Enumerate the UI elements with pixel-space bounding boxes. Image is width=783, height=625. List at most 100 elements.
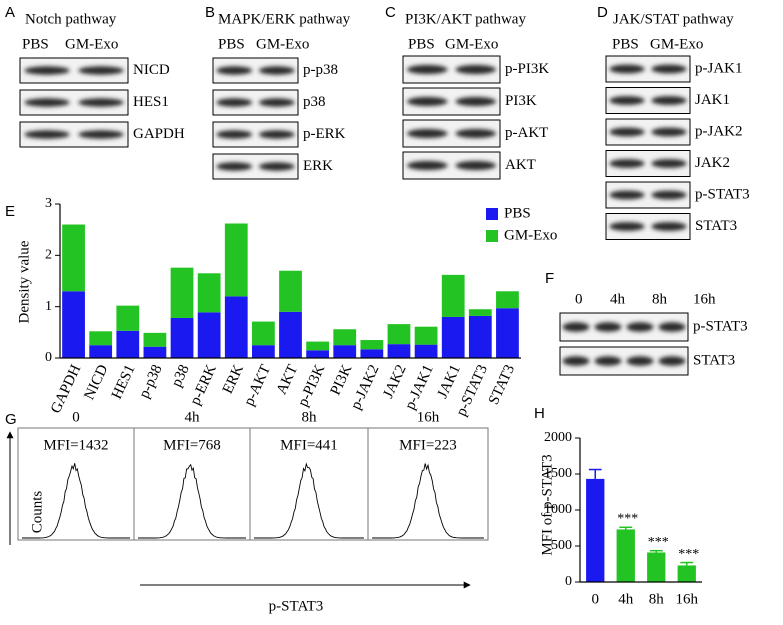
panel-letter: B (205, 4, 215, 21)
blot-row-label: p-STAT3 (695, 186, 750, 202)
bar-segment (143, 332, 167, 347)
blot-band (216, 66, 253, 75)
bar-segment (496, 308, 519, 358)
blot-band (658, 322, 686, 332)
bar-segment (62, 291, 85, 358)
blot-band (406, 64, 448, 75)
significance: *** (617, 511, 638, 526)
x-tick-label: HES1 (109, 362, 139, 401)
bar (616, 529, 635, 582)
blot-row-label: ERK (303, 158, 333, 174)
bar-segment (197, 312, 221, 358)
blot-row-label: JAK1 (695, 92, 730, 108)
y-axis-label: MFI of p-STAT3 (539, 454, 555, 555)
bar-segment (62, 224, 85, 292)
blot-column-label: 16h (693, 291, 716, 307)
bar-segment (170, 317, 194, 358)
blot-row-label: p-JAK1 (695, 60, 743, 76)
blot-row-label: JAK2 (695, 155, 730, 171)
blot-band (24, 130, 70, 139)
legend-swatch (486, 230, 498, 242)
blot-band (562, 322, 590, 332)
blot-band (651, 96, 687, 105)
histogram (138, 463, 246, 539)
bar-segment (251, 321, 275, 346)
bar-segment (414, 344, 438, 358)
blot-band (594, 356, 622, 366)
blot-band (562, 356, 590, 366)
blot-row-label: p-AKT (505, 125, 548, 141)
bar-segment (279, 270, 302, 312)
blot-band (594, 322, 622, 332)
blot-band (651, 64, 687, 74)
y-tick-label: 2000 (544, 430, 572, 445)
blot-row-label: STAT3 (695, 218, 737, 234)
blot-band (406, 160, 448, 171)
flow-column-label: 0 (72, 409, 80, 425)
bar-segment (468, 309, 492, 316)
bar-segment (360, 349, 384, 358)
blot-column-label: PBS (218, 36, 245, 52)
blot-column-label: 0 (575, 291, 583, 307)
blot-band (626, 356, 654, 366)
blot-band (258, 66, 295, 75)
blot-column-label: PBS (22, 36, 49, 52)
x-tick-label: NICD (81, 362, 111, 402)
y-tick-label: 500 (551, 538, 572, 553)
x-tick-label: AKT (274, 362, 302, 397)
y-tick-label: 1 (45, 299, 52, 314)
blot-band (24, 66, 70, 75)
blot-band (455, 64, 497, 75)
bar-segment (414, 326, 438, 345)
blot-band (455, 128, 497, 139)
blot-band (609, 159, 645, 168)
blot-row-label: GAPDH (133, 126, 185, 142)
blot-band (651, 127, 687, 137)
panel-letter: A (5, 4, 15, 21)
bar-segment (89, 345, 113, 358)
blot-row-label: p38 (303, 94, 326, 110)
blot-band (78, 98, 124, 107)
bar (647, 552, 666, 582)
x-tick-label: p38 (169, 362, 193, 389)
bar-segment (306, 350, 330, 358)
legend-swatch (486, 208, 498, 220)
bar-segment (496, 291, 519, 309)
panel-letter: E (5, 203, 15, 220)
mfi-label: MFI=441 (280, 437, 338, 453)
blot-column-label: GM-Exo (650, 36, 703, 52)
blot-band (216, 98, 253, 107)
mfi-label: MFI=768 (163, 437, 221, 453)
blot-row-label: p-JAK2 (695, 123, 743, 139)
blot-band (651, 159, 687, 168)
y-axis-label: Density value (16, 240, 32, 323)
blot-band (406, 96, 448, 107)
flow-column-label: 16h (417, 409, 440, 425)
bar (586, 478, 605, 582)
blot-band (609, 64, 645, 74)
histogram (254, 462, 364, 539)
blot-row-label: STAT3 (693, 352, 735, 368)
blot-band (609, 222, 645, 231)
blot-column-label: 8h (652, 291, 668, 307)
blot-column-label: 4h (610, 291, 626, 307)
blot-title: MAPK/ERK pathway (218, 11, 351, 27)
bar-segment (197, 273, 221, 313)
panel-letter: H (534, 405, 545, 422)
blot-column-label: PBS (408, 36, 435, 52)
blot-band (258, 98, 295, 107)
blot-row-label: p-ERK (303, 126, 346, 142)
blot-band (609, 190, 645, 200)
blot-band (626, 322, 654, 332)
bar-segment (441, 274, 465, 317)
blot-band (24, 98, 70, 107)
bar-segment (441, 316, 465, 358)
y-tick-label: 0 (45, 350, 52, 365)
bar-segment (143, 346, 167, 358)
blot-band (78, 66, 124, 75)
blot-band (658, 356, 686, 366)
flow-column-label: 4h (185, 409, 201, 425)
bar-segment (306, 341, 330, 351)
blot-band (651, 190, 687, 200)
